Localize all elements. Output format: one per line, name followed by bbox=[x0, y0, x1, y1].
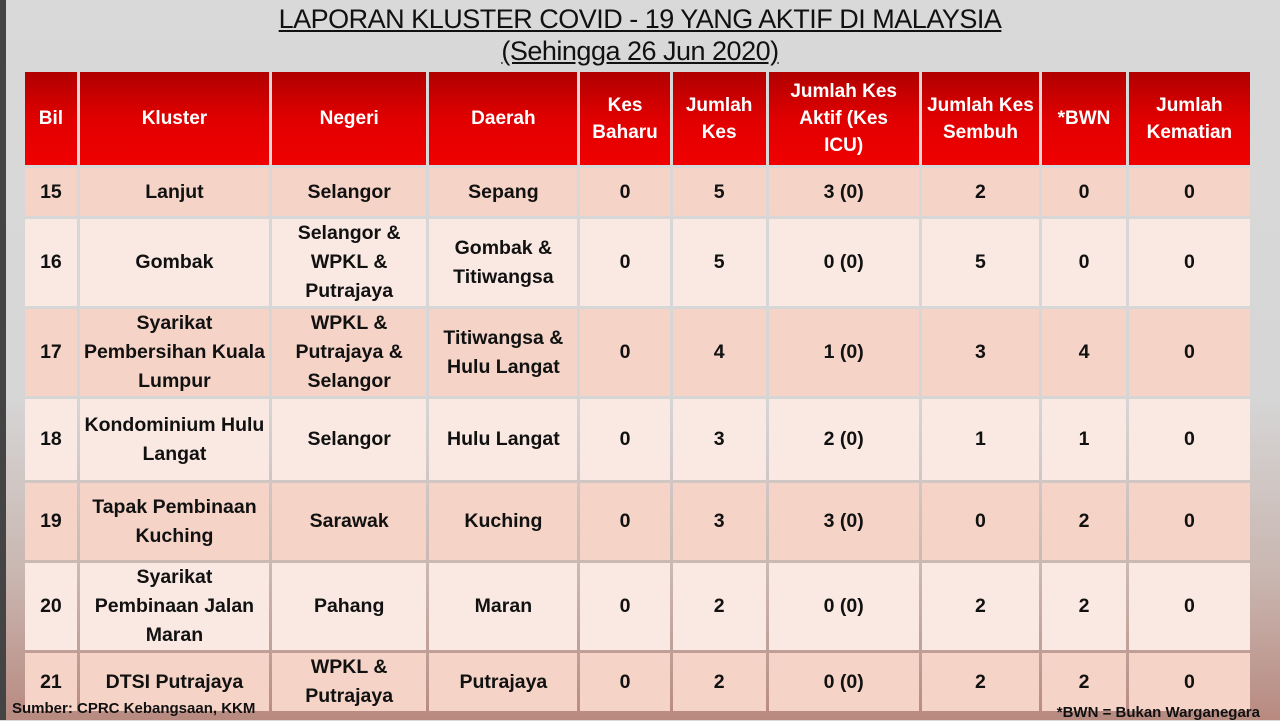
cell-jumlah-kes: 4 bbox=[672, 309, 766, 396]
source-note: Sumber: CPRC Kebangsaan, KKM bbox=[12, 700, 256, 717]
cell-kematian: 0 bbox=[1128, 653, 1250, 711]
cell-kluster: Kondominium Hulu Langat bbox=[79, 399, 269, 480]
cell-bil: 15 bbox=[25, 168, 77, 216]
header-jumlah-kes: Jumlah Kes bbox=[672, 72, 766, 165]
cell-kes-aktif: 0 (0) bbox=[768, 563, 919, 650]
bwn-footnote: *BWN = Bukan Warganegara bbox=[1056, 704, 1260, 721]
cell-negeri: Selangor & WPKL & Putrajaya bbox=[272, 219, 427, 306]
cell-kes-sembuh: 3 bbox=[921, 309, 1040, 396]
cell-kluster: Syarikat Pembersihan Kuala Lumpur bbox=[79, 309, 269, 396]
cell-negeri: Pahang bbox=[272, 563, 427, 650]
cell-jumlah-kes: 5 bbox=[672, 168, 766, 216]
header-kes-sembuh: Jumlah Kes Sembuh bbox=[921, 72, 1040, 165]
cell-jumlah-kes: 5 bbox=[672, 219, 766, 306]
cell-negeri: Selangor bbox=[272, 168, 427, 216]
header-negeri: Negeri bbox=[272, 72, 427, 165]
cell-kes-aktif: 0 (0) bbox=[768, 653, 919, 711]
cell-daerah: Hulu Langat bbox=[429, 399, 578, 480]
cell-bwn: 2 bbox=[1042, 563, 1126, 650]
table-row: 15 Lanjut Selangor Sepang 0 5 3 (0) 2 0 0 bbox=[25, 168, 1250, 216]
cell-bwn: 0 bbox=[1042, 168, 1126, 216]
header-kes-aktif: Jumlah Kes Aktif (Kes ICU) bbox=[768, 72, 919, 165]
cell-bwn: 0 bbox=[1042, 219, 1126, 306]
cluster-table: Bil Kluster Negeri Daerah Kes Baharu Jumlah K… bbox=[22, 69, 1253, 714]
cell-kematian: 0 bbox=[1128, 563, 1250, 650]
table-row: 16 Gombak Selangor & WPKL & Putrajaya Gomba… bbox=[25, 219, 1250, 306]
cell-daerah: Gombak & Titiwangsa bbox=[429, 219, 578, 306]
cell-bwn: 1 bbox=[1042, 399, 1126, 480]
header-kluster: Kluster bbox=[79, 72, 269, 165]
cell-kes-sembuh: 2 bbox=[921, 653, 1040, 711]
page-subtitle: (Sehingga 26 Jun 2020) bbox=[501, 36, 779, 66]
cell-kes-baharu: 0 bbox=[580, 309, 670, 396]
cell-kes-baharu: 0 bbox=[580, 168, 670, 216]
cell-bil: 18 bbox=[25, 399, 77, 480]
cell-kes-aktif: 3 (0) bbox=[768, 483, 919, 560]
cell-kluster: Syarikat Pembinaan Jalan Maran bbox=[79, 563, 269, 650]
cell-kes-aktif: 3 (0) bbox=[768, 168, 919, 216]
table-row: 17 Syarikat Pembersihan Kuala Lumpur WPKL … bbox=[25, 309, 1250, 396]
cell-bwn: 2 bbox=[1042, 653, 1126, 711]
cell-bil: 17 bbox=[25, 309, 77, 396]
header-daerah: Daerah bbox=[429, 72, 578, 165]
cell-kluster: Gombak bbox=[79, 219, 269, 306]
cell-daerah: Putrajaya bbox=[429, 653, 578, 711]
cell-kes-sembuh: 5 bbox=[921, 219, 1040, 306]
cell-jumlah-kes: 2 bbox=[672, 653, 766, 711]
cell-kematian: 0 bbox=[1128, 399, 1250, 480]
cell-kematian: 0 bbox=[1128, 309, 1250, 396]
cell-daerah: Sepang bbox=[429, 168, 578, 216]
cell-bil: 20 bbox=[25, 563, 77, 650]
cell-bwn: 2 bbox=[1042, 483, 1126, 560]
left-edge bbox=[0, 0, 6, 720]
cell-kes-aktif: 1 (0) bbox=[768, 309, 919, 396]
cell-kes-sembuh: 2 bbox=[921, 168, 1040, 216]
cell-kluster: DTSI Putrajaya bbox=[79, 653, 269, 711]
cell-kes-aktif: 2 (0) bbox=[768, 399, 919, 480]
table-row: 19 Tapak Pembinaan Kuching Sarawak Kuching 0… bbox=[25, 483, 1250, 560]
cell-daerah: Maran bbox=[429, 563, 578, 650]
cell-kematian: 0 bbox=[1128, 168, 1250, 216]
header-bil: Bil bbox=[25, 72, 77, 165]
cell-kes-baharu: 0 bbox=[580, 483, 670, 560]
header-bwn: *BWN bbox=[1042, 72, 1126, 165]
cell-negeri: Selangor bbox=[272, 399, 427, 480]
cell-bil: 19 bbox=[25, 483, 77, 560]
cell-negeri: WPKL & Putrajaya & Selangor bbox=[272, 309, 427, 396]
cell-daerah: Titiwangsa & Hulu Langat bbox=[429, 309, 578, 396]
cell-bwn: 4 bbox=[1042, 309, 1126, 396]
cell-jumlah-kes: 2 bbox=[672, 563, 766, 650]
cell-daerah: Kuching bbox=[429, 483, 578, 560]
cell-kes-baharu: 0 bbox=[580, 219, 670, 306]
cell-kluster: Tapak Pembinaan Kuching bbox=[79, 483, 269, 560]
cell-kematian: 0 bbox=[1128, 219, 1250, 306]
cell-negeri: Sarawak bbox=[272, 483, 427, 560]
cell-kematian: 0 bbox=[1128, 483, 1250, 560]
table-row: 21 DTSI Putrajaya WPKL & Putrajaya Putrajay… bbox=[25, 653, 1250, 711]
cell-kes-sembuh: 2 bbox=[921, 563, 1040, 650]
cell-kes-baharu: 0 bbox=[580, 399, 670, 480]
cell-bil: 21 bbox=[25, 653, 77, 711]
cell-kes-baharu: 0 bbox=[580, 563, 670, 650]
table-row: 18 Kondominium Hulu Langat Selangor Hulu La… bbox=[25, 399, 1250, 480]
table-header: Bil Kluster Negeri Daerah Kes Baharu Jumlah K… bbox=[25, 72, 1250, 165]
cell-kes-sembuh: 0 bbox=[921, 483, 1040, 560]
cell-kes-aktif: 0 (0) bbox=[768, 219, 919, 306]
header-kes-baharu: Kes Baharu bbox=[580, 72, 670, 165]
cell-jumlah-kes: 3 bbox=[672, 483, 766, 560]
cell-kluster: Lanjut bbox=[79, 168, 269, 216]
page-title: LAPORAN KLUSTER COVID - 19 YANG AKTIF DI… bbox=[278, 4, 1002, 34]
cell-kes-sembuh: 1 bbox=[921, 399, 1040, 480]
cell-kes-baharu: 0 bbox=[580, 653, 670, 711]
table-row: 20 Syarikat Pembinaan Jalan Maran Pahang Ma… bbox=[25, 563, 1250, 650]
cell-negeri: WPKL & Putrajaya bbox=[272, 653, 427, 711]
header-kematian: Jumlah Kematian bbox=[1128, 72, 1250, 165]
cell-bil: 16 bbox=[25, 219, 77, 306]
cell-jumlah-kes: 3 bbox=[672, 399, 766, 480]
